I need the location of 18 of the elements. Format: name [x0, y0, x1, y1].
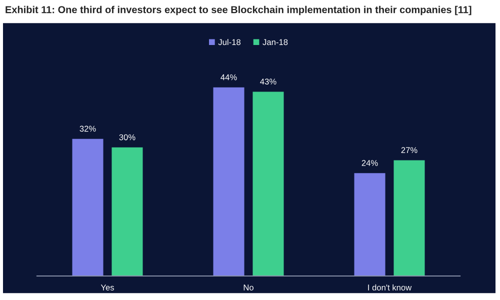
data-label: 27%: [401, 147, 418, 154]
data-label: 30%: [119, 134, 136, 140]
chart-title: Exhibit 11: One third of investors expect to see Blockchain implementation in their companies [11]: [6, 6, 472, 16]
bar: [252, 92, 284, 276]
bar: [354, 173, 386, 276]
legend-label: Jan-18: [262, 39, 288, 46]
data-label: 44%: [220, 74, 237, 80]
x-tick-label: I don't know: [368, 284, 412, 290]
data-label: 32%: [80, 126, 96, 132]
bar: [72, 138, 104, 276]
bar: [112, 147, 143, 276]
data-label: 24%: [362, 160, 378, 166]
legend-label: Jul-18: [218, 38, 240, 46]
data-label: 43%: [260, 78, 276, 85]
x-tick-label: Yes: [100, 284, 114, 290]
bar: [394, 160, 425, 276]
bar: [213, 87, 244, 276]
x-tick-label: No: [244, 284, 254, 290]
